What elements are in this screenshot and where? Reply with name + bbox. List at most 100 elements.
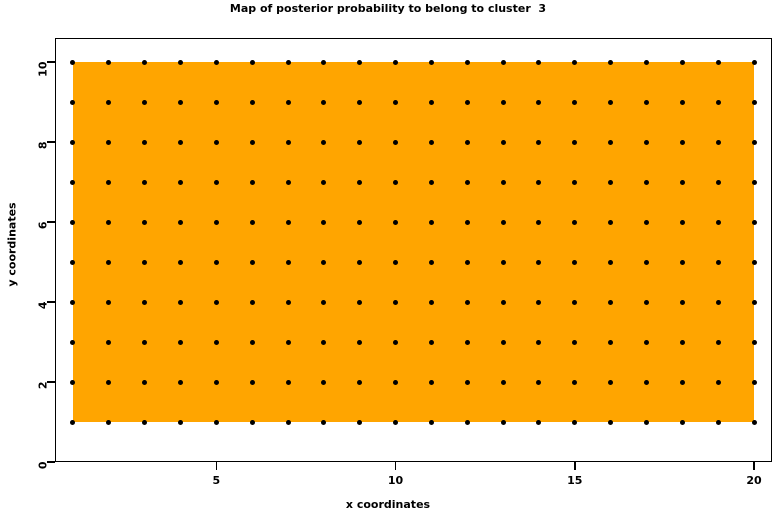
data-point bbox=[106, 99, 112, 105]
data-point bbox=[213, 379, 219, 385]
data-point bbox=[285, 299, 291, 305]
data-point bbox=[70, 139, 76, 145]
data-point bbox=[142, 219, 148, 225]
data-point bbox=[213, 99, 219, 105]
y-axis-tick-label: 10 bbox=[36, 61, 50, 77]
data-point bbox=[393, 139, 399, 145]
data-point bbox=[213, 299, 219, 305]
data-point bbox=[106, 179, 112, 185]
data-point bbox=[500, 219, 506, 225]
data-point bbox=[321, 219, 327, 225]
data-point bbox=[644, 139, 650, 145]
data-point bbox=[177, 259, 183, 265]
data-point bbox=[70, 379, 76, 385]
data-point bbox=[357, 219, 363, 225]
data-point bbox=[428, 339, 434, 345]
data-point bbox=[249, 219, 255, 225]
x-axis-tick bbox=[574, 462, 576, 470]
data-point bbox=[393, 99, 399, 105]
data-point bbox=[357, 59, 363, 65]
data-point bbox=[751, 139, 757, 145]
data-point bbox=[679, 379, 685, 385]
data-point bbox=[177, 299, 183, 305]
data-point bbox=[464, 339, 470, 345]
data-point bbox=[500, 139, 506, 145]
data-point bbox=[608, 139, 614, 145]
data-point bbox=[106, 299, 112, 305]
y-axis-tick bbox=[47, 61, 55, 63]
data-point bbox=[142, 59, 148, 65]
data-point bbox=[464, 379, 470, 385]
data-point bbox=[679, 419, 685, 425]
x-axis-tick bbox=[215, 462, 218, 470]
data-point bbox=[70, 59, 76, 65]
data-point bbox=[572, 179, 578, 185]
x-axis-tick bbox=[753, 462, 755, 470]
data-point bbox=[428, 379, 434, 385]
data-point bbox=[177, 59, 183, 65]
data-point bbox=[679, 299, 685, 305]
data-point bbox=[715, 219, 721, 225]
data-point bbox=[177, 419, 183, 425]
y-axis-tick bbox=[47, 301, 55, 303]
data-point bbox=[715, 379, 721, 385]
data-point bbox=[142, 379, 148, 385]
data-point bbox=[249, 179, 255, 185]
data-point bbox=[428, 419, 434, 425]
data-point bbox=[321, 419, 327, 425]
data-point bbox=[500, 59, 506, 65]
data-point bbox=[142, 179, 148, 185]
data-point bbox=[213, 419, 219, 425]
data-point bbox=[106, 339, 112, 345]
y-axis-tick bbox=[47, 381, 55, 383]
data-point bbox=[357, 139, 363, 145]
data-point bbox=[536, 259, 542, 265]
data-point bbox=[751, 179, 757, 185]
data-point bbox=[321, 259, 327, 265]
data-point bbox=[679, 259, 685, 265]
data-point bbox=[500, 99, 506, 105]
data-point bbox=[608, 99, 614, 105]
data-point bbox=[177, 379, 183, 385]
data-point bbox=[428, 59, 434, 65]
data-point bbox=[393, 419, 399, 425]
data-point bbox=[285, 99, 291, 105]
data-point bbox=[213, 219, 219, 225]
data-point bbox=[751, 59, 757, 65]
data-point bbox=[249, 59, 255, 65]
data-point bbox=[357, 299, 363, 305]
y-axis-tick-label: 4 bbox=[36, 301, 50, 310]
x-axis-tick-label: 20 bbox=[746, 474, 762, 487]
data-point bbox=[608, 299, 614, 305]
y-axis-tick-label: 6 bbox=[36, 221, 50, 230]
data-point bbox=[536, 219, 542, 225]
data-point bbox=[428, 139, 434, 145]
data-point bbox=[572, 339, 578, 345]
data-point bbox=[644, 179, 650, 185]
data-point bbox=[679, 139, 685, 145]
x-axis-tick-label: 5 bbox=[212, 474, 221, 487]
data-point bbox=[751, 339, 757, 345]
data-point bbox=[70, 339, 76, 345]
data-point bbox=[500, 419, 506, 425]
data-point bbox=[464, 179, 470, 185]
data-point bbox=[608, 179, 614, 185]
y-axis-tick bbox=[47, 461, 55, 463]
data-point bbox=[715, 339, 721, 345]
data-point bbox=[285, 419, 291, 425]
data-point bbox=[679, 59, 685, 65]
x-axis-tick bbox=[394, 462, 397, 470]
data-point bbox=[751, 99, 757, 105]
data-point bbox=[249, 99, 255, 105]
data-point bbox=[249, 299, 255, 305]
data-point bbox=[644, 339, 650, 345]
data-point bbox=[393, 59, 399, 65]
data-point bbox=[464, 99, 470, 105]
data-point bbox=[70, 259, 76, 265]
data-point bbox=[393, 299, 399, 305]
data-point bbox=[357, 419, 363, 425]
data-point bbox=[213, 139, 219, 145]
posterior-probability-region bbox=[72, 62, 755, 422]
data-point bbox=[572, 99, 578, 105]
data-point bbox=[644, 59, 650, 65]
